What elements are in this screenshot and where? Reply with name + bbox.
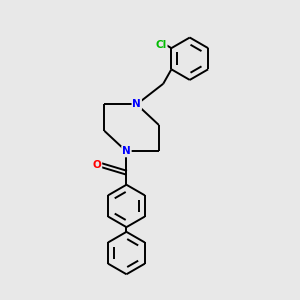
Text: O: O [93, 160, 101, 170]
Text: N: N [122, 146, 131, 157]
Text: N: N [132, 99, 141, 110]
Text: Cl: Cl [155, 40, 167, 50]
